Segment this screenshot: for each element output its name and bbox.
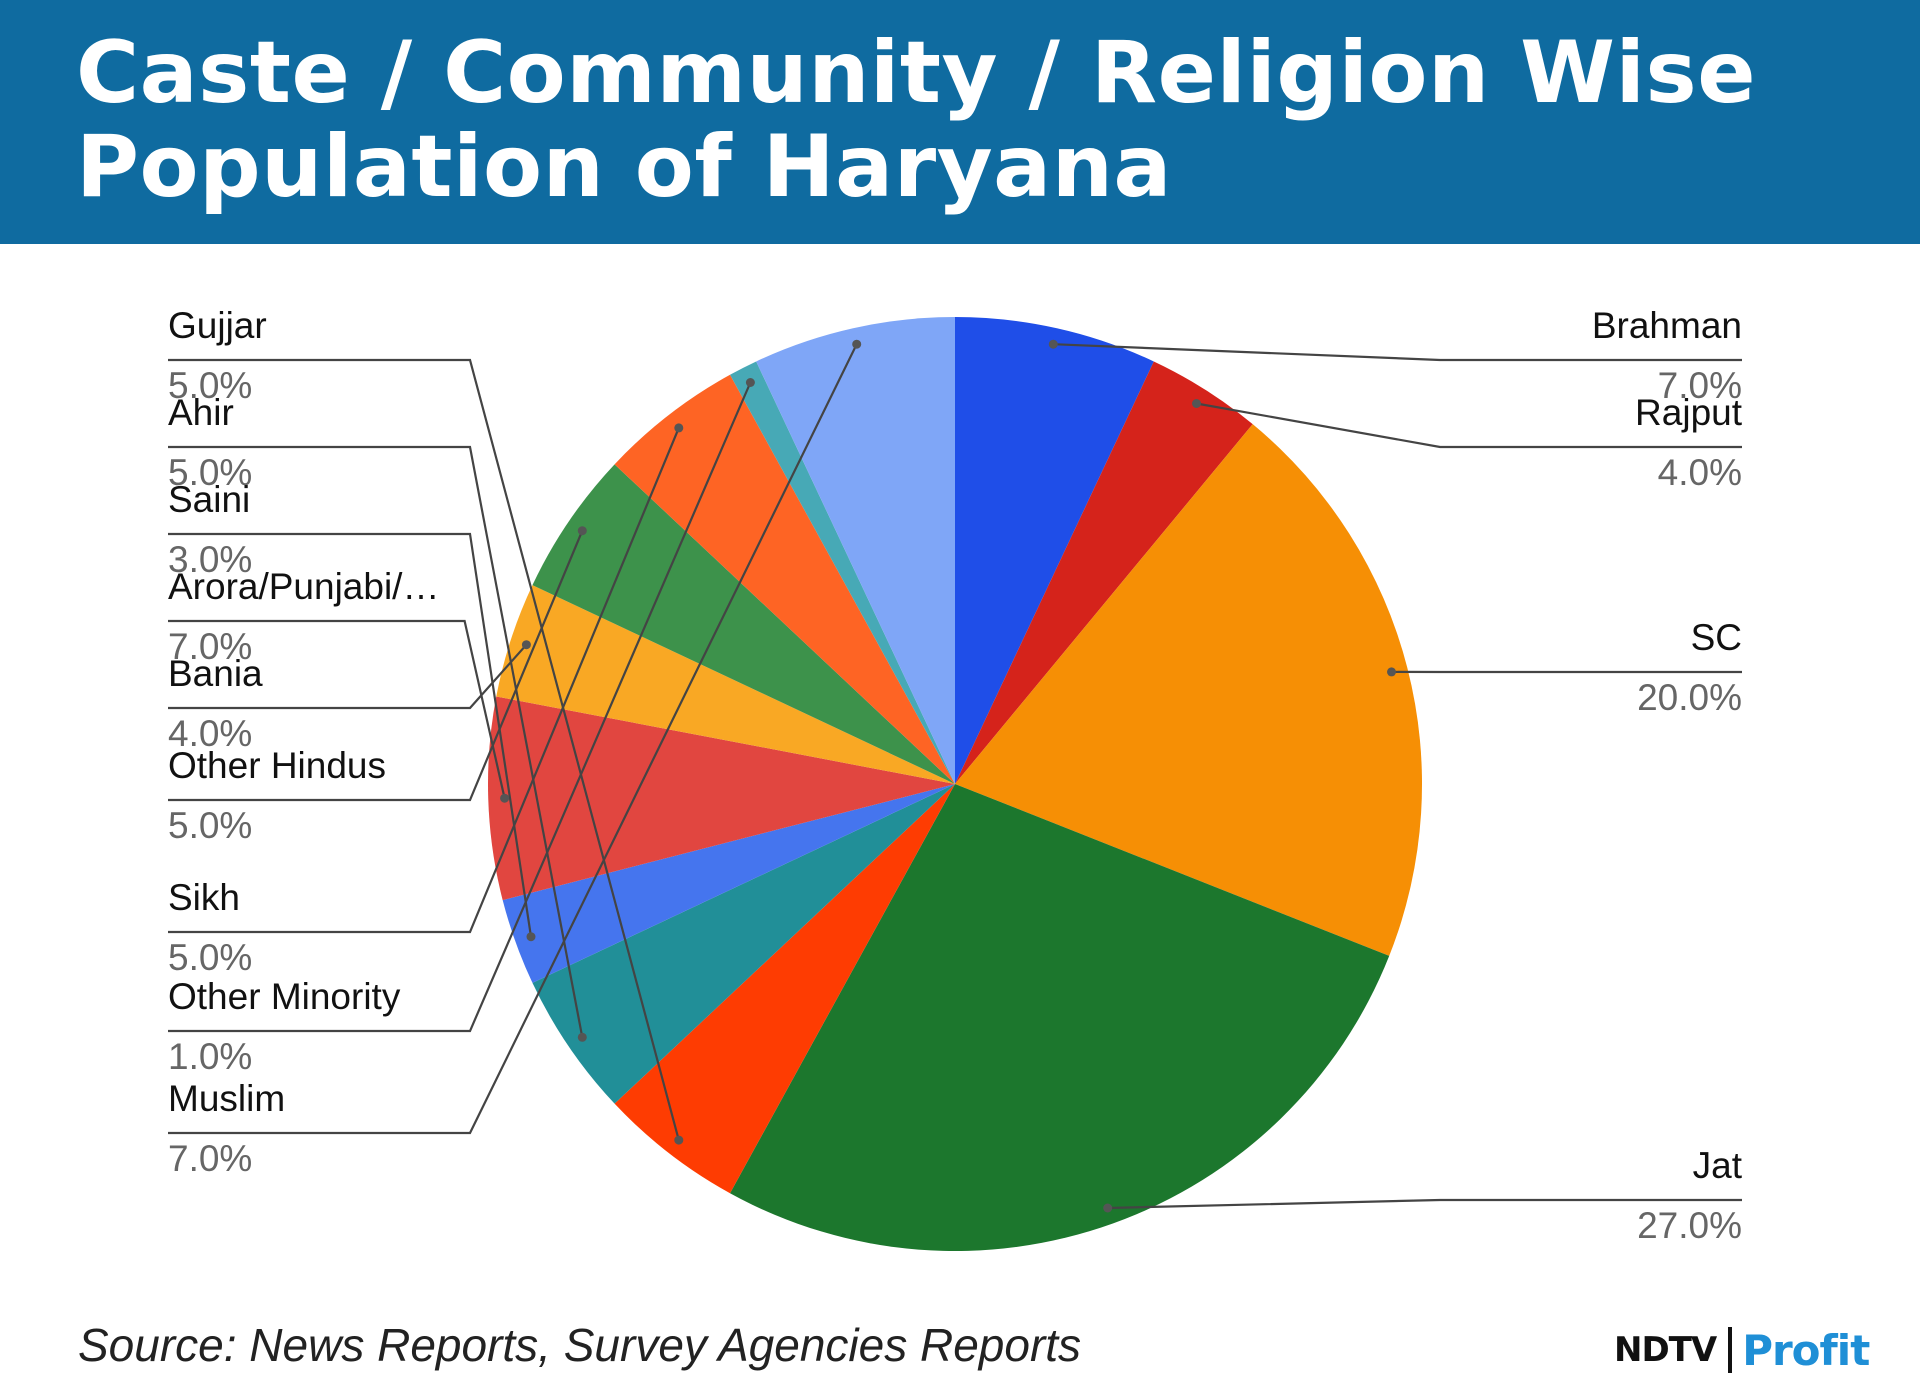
leader-dot-bania [521, 640, 531, 650]
pie-slice-rajput [955, 361, 1253, 784]
leader-line-arora-punjabi [168, 619, 506, 799]
pie-slice-sc [955, 424, 1423, 956]
slice-value-rajput: 4.0% [1658, 452, 1742, 493]
logo-profit-text: Profit [1742, 1325, 1870, 1375]
pie-labels: Brahman7.0%Rajput4.0%SC20.0%Jat27.0%Gujj… [168, 305, 1743, 1246]
pie-slice-other-minority [730, 361, 955, 784]
slice-label-rajput: Rajput [1635, 392, 1743, 433]
leader-line-other-hindus [168, 530, 584, 802]
slice-label-arora-punjabi: Arora/Punjabi/… [168, 566, 439, 607]
pie-slice-ahir [532, 784, 955, 1104]
slice-value-brahman: 7.0% [1658, 365, 1742, 406]
pie-slice-muslim [756, 317, 955, 784]
pie-slice-sikh [614, 374, 955, 784]
pie-slice-jat [730, 784, 1390, 1252]
leader-dot-brahman [1048, 339, 1058, 349]
pie-slice-bania [496, 585, 955, 784]
leader-dot-rajput [1192, 399, 1201, 408]
slice-label-other-hindus: Other Hindus [168, 745, 386, 786]
slice-value-other-hindus: 5.0% [168, 805, 252, 846]
slice-label-sikh: Sikh [168, 877, 240, 918]
leader-dot-jat [1103, 1203, 1113, 1213]
leader-line-muslim [168, 343, 858, 1135]
leader-dot-sikh [674, 423, 684, 433]
slice-value-jat: 27.0% [1637, 1205, 1742, 1246]
leader-dot-arora-punjabi [500, 793, 510, 803]
leader-line-other-minority [168, 382, 752, 1033]
leader-line-saini [168, 532, 533, 937]
pie-slice-arora-punjabi [487, 696, 955, 901]
logo-ndtv-text: NDTV [1614, 1330, 1717, 1370]
pie-slice-other-hindus [532, 464, 955, 784]
chart-title: Caste / Community / Religion Wise Popula… [76, 23, 1757, 217]
leader-line-ahir [168, 445, 584, 1038]
slice-label-gujjar: Gujjar [168, 305, 267, 346]
slice-value-muslim: 7.0% [168, 1138, 252, 1179]
source-note: Source: News Reports, Survey Agencies Re… [78, 1319, 1082, 1371]
pie-slice-brahman [955, 317, 1154, 784]
logo-divider [1728, 1327, 1733, 1373]
leader-line-jat [1107, 1198, 1742, 1210]
slice-label-bania: Bania [168, 653, 263, 694]
leader-line-brahman [1053, 343, 1742, 362]
slice-label-jat: Jat [1693, 1145, 1743, 1186]
leader-dot-sc [1387, 667, 1396, 677]
leader-line-gujjar [168, 358, 680, 1141]
ndtv-profit-logo: NDTV Profit [1614, 1320, 1870, 1380]
leader-dot-ahir [577, 1032, 587, 1042]
slice-value-saini: 3.0% [168, 539, 252, 580]
slice-label-muslim: Muslim [168, 1078, 285, 1119]
leader-dot-gujjar [674, 1135, 684, 1145]
pie-slices [487, 317, 1423, 1252]
slice-value-gujjar: 5.0% [168, 365, 252, 406]
leader-dot-other-hindus [577, 526, 587, 536]
slice-label-sc: SC [1691, 617, 1742, 658]
slice-label-other-minority: Other Minority [168, 976, 401, 1017]
slice-value-sikh: 5.0% [168, 937, 252, 978]
leader-dot-saini [526, 932, 536, 942]
leader-line-bania [168, 643, 528, 710]
pie-slice-gujjar [614, 784, 955, 1194]
slice-value-arora-punjabi: 7.0% [168, 626, 252, 667]
slice-value-other-minority: 1.0% [168, 1036, 252, 1077]
leader-line-rajput [1196, 402, 1742, 449]
leader-dot-other-minority [745, 378, 755, 387]
leader-dot-muslim [852, 339, 862, 349]
slice-value-ahir: 5.0% [168, 452, 252, 493]
slice-label-saini: Saini [168, 479, 250, 520]
header-banner: Caste / Community / Religion Wise Popula… [0, 0, 1920, 244]
slice-label-brahman: Brahman [1592, 305, 1742, 346]
slice-value-bania: 4.0% [168, 713, 252, 754]
slice-label-ahir: Ahir [168, 392, 234, 433]
slice-value-sc: 20.0% [1637, 677, 1742, 718]
pie-slice-saini [502, 784, 955, 983]
leader-line-sikh [168, 427, 680, 934]
